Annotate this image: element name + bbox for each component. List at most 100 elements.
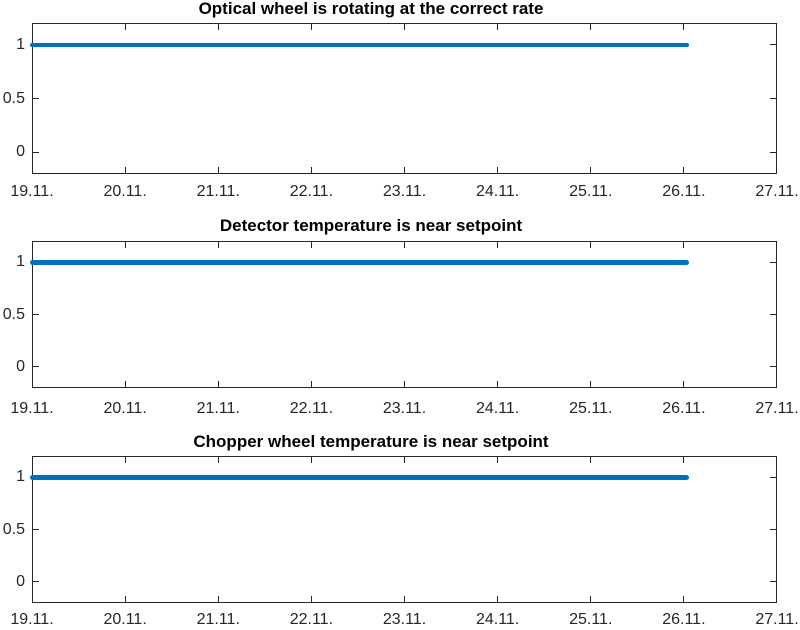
y-tick-label: 0.5 xyxy=(2,520,25,538)
x-tick-mark xyxy=(683,456,685,463)
y-tick-mark xyxy=(32,476,39,478)
x-tick-mark xyxy=(217,381,219,388)
y-tick-label: 1 xyxy=(16,253,25,271)
y-tick-mark xyxy=(32,261,39,263)
x-tick-label: 21.11. xyxy=(196,400,240,417)
x-tick-label: 26.11. xyxy=(662,611,706,628)
status-data-line xyxy=(30,42,689,48)
x-tick-label: 25.11. xyxy=(569,183,613,200)
x-tick-mark xyxy=(124,456,126,463)
plot-title-optical-wheel: Optical wheel is rotating at the correct… xyxy=(198,0,544,18)
x-tick-mark xyxy=(310,381,312,388)
x-tick-mark xyxy=(310,23,312,30)
x-tick-label: 24.11. xyxy=(475,611,520,628)
y-tick-label: 0.5 xyxy=(2,305,25,323)
x-tick-label: 23.11. xyxy=(382,183,427,200)
x-tick-mark xyxy=(217,23,219,30)
x-tick-label: 22.11. xyxy=(289,611,334,628)
x-tick-label: 27.11. xyxy=(755,183,799,200)
y-tick-mark xyxy=(32,314,39,315)
y-tick-mark xyxy=(32,98,39,99)
x-tick-mark xyxy=(683,23,685,30)
x-tick-label: 21.11. xyxy=(196,611,240,628)
x-tick-mark xyxy=(590,23,592,30)
x-tick-mark xyxy=(310,241,312,248)
x-tick-label: 25.11. xyxy=(569,611,613,628)
plot-axes-chopper-wheel-temperature: 19.11. 20.11. 21.11. 22.11. 23.11. 24.11. 25.1… xyxy=(3,456,799,628)
x-tick-mark xyxy=(404,381,405,388)
y-tick-mark xyxy=(770,529,777,530)
x-tick-label: 24.11. xyxy=(475,400,520,417)
x-tick-mark xyxy=(683,596,685,603)
axes-box xyxy=(32,241,777,388)
x-tick-mark xyxy=(217,456,219,463)
y-tick-mark xyxy=(32,151,39,153)
y-tick-mark xyxy=(770,98,777,99)
x-tick-label: 23.11. xyxy=(382,611,427,628)
x-tick-mark xyxy=(497,596,499,603)
plot-title-chopper-wheel-temperature: Chopper wheel temperature is near setpoi… xyxy=(193,432,549,451)
x-tick-mark xyxy=(497,167,499,174)
y-tick-mark xyxy=(32,529,39,530)
x-tick-mark xyxy=(683,241,685,248)
y-tick-mark xyxy=(770,261,777,263)
y-tick-label: 0 xyxy=(16,572,25,590)
x-tick-label: 27.11. xyxy=(755,400,799,417)
x-tick-mark xyxy=(404,23,405,30)
y-tick-mark xyxy=(32,581,39,583)
y-tick-mark xyxy=(32,366,39,368)
plot-axes-detector-temperature: 19.11. 20.11. 21.11. 22.11. 23.11. 24.11. 25.1… xyxy=(3,241,799,417)
x-tick-mark xyxy=(497,456,499,463)
axes-box xyxy=(32,23,777,174)
plot-axes-optical-wheel: 19.11. 20.11. 21.11. 22.11. 23.11. 24.11. 25.1… xyxy=(3,23,799,200)
x-tick-mark xyxy=(590,381,592,388)
y-tick-label: 1 xyxy=(16,35,25,53)
x-tick-mark xyxy=(217,241,219,248)
y-tick-mark xyxy=(770,314,777,315)
x-tick-mark xyxy=(497,241,499,248)
x-tick-label: 20.11. xyxy=(103,611,147,628)
y-tick-mark xyxy=(32,44,39,46)
y-tick-label: 0.5 xyxy=(2,89,25,107)
x-tick-mark xyxy=(404,596,405,603)
x-tick-label: 20.11. xyxy=(103,400,147,417)
x-tick-mark xyxy=(590,456,592,463)
x-tick-label: 22.11. xyxy=(289,183,334,200)
x-tick-mark xyxy=(497,23,499,30)
x-tick-label: 21.11. xyxy=(196,183,240,200)
y-tick-mark xyxy=(770,476,777,478)
status-data-line xyxy=(30,475,689,480)
x-tick-label: 24.11. xyxy=(475,183,520,200)
x-tick-label: 23.11. xyxy=(382,400,427,417)
x-tick-label: 20.11. xyxy=(103,183,147,200)
x-tick-label: 22.11. xyxy=(289,400,334,417)
y-tick-mark xyxy=(770,581,777,583)
y-tick-label: 1 xyxy=(16,468,25,486)
x-tick-mark xyxy=(497,381,499,388)
y-tick-mark xyxy=(770,366,777,368)
axes-box xyxy=(32,456,777,603)
x-tick-label: 27.11. xyxy=(755,611,799,628)
x-tick-label: 19.11. xyxy=(10,400,54,417)
y-tick-mark xyxy=(770,151,777,153)
x-tick-mark xyxy=(310,456,312,463)
x-tick-mark xyxy=(124,167,126,174)
y-tick-mark xyxy=(770,44,777,46)
x-tick-mark xyxy=(217,596,219,603)
status-data-line xyxy=(30,260,689,265)
x-tick-mark xyxy=(124,596,126,603)
plot-title-detector-temperature: Detector temperature is near setpoint xyxy=(219,216,523,235)
x-tick-mark xyxy=(404,456,405,463)
x-tick-mark xyxy=(124,23,126,30)
x-tick-label: 26.11. xyxy=(662,400,706,417)
x-tick-mark xyxy=(683,167,685,174)
x-tick-mark xyxy=(590,596,592,603)
y-tick-label: 0 xyxy=(16,357,25,375)
x-tick-mark xyxy=(124,381,126,388)
x-tick-mark xyxy=(124,241,126,248)
x-tick-mark xyxy=(404,241,405,248)
x-tick-mark xyxy=(590,167,592,174)
